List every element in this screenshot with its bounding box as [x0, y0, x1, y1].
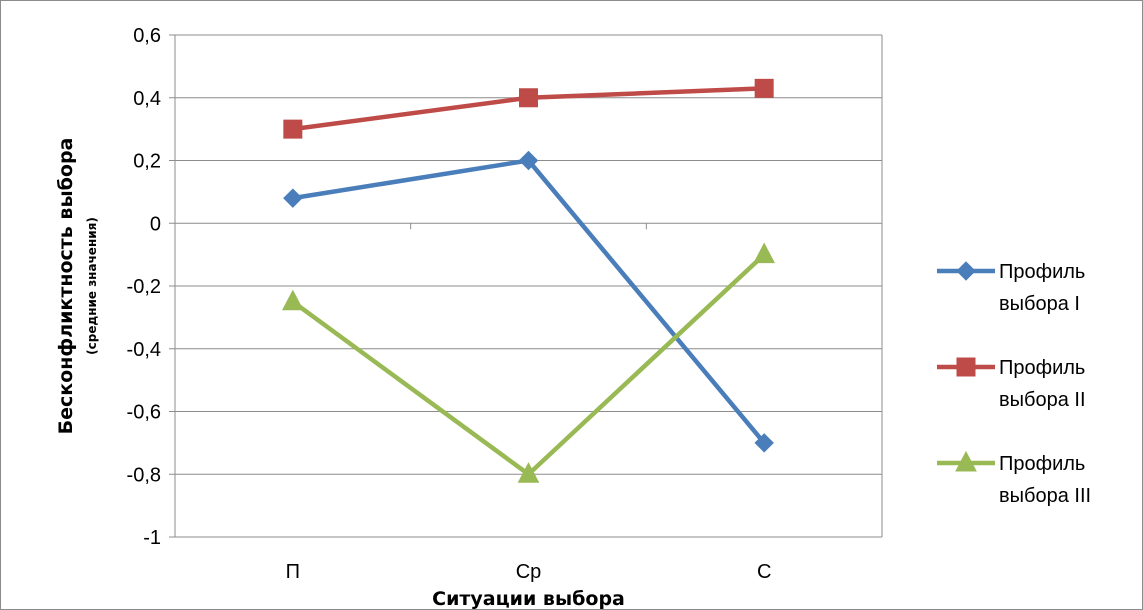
y-tick-label: 0,4 — [133, 88, 161, 110]
data-point — [283, 188, 303, 208]
data-point — [754, 433, 774, 453]
legend-label: Профиль — [999, 453, 1085, 475]
data-point — [517, 462, 540, 483]
data-point — [283, 119, 303, 139]
x-axis-title: Ситуации выбора — [432, 588, 625, 609]
y-tick-label: 0,2 — [133, 151, 161, 173]
legend: Профиль выбора I Профиль выбора II Профиль вы… — [937, 261, 1091, 507]
data-point — [753, 242, 775, 264]
series-layer — [282, 78, 775, 483]
y-tick-label: 0,6 — [133, 25, 161, 47]
legend-entry: Профиль выбора II — [937, 357, 1086, 411]
x-tick-label: С — [757, 561, 771, 583]
x-tick-label: П — [286, 561, 300, 583]
data-point — [519, 88, 538, 108]
x-tick-label: Ср — [516, 561, 542, 583]
legend-label: выбора I — [999, 293, 1080, 315]
legend-label: Профиль — [999, 261, 1085, 283]
series-line — [292, 158, 766, 445]
data-point — [518, 150, 539, 171]
legend-marker — [956, 357, 976, 377]
y-axis-subtitle: (средние значения) — [85, 217, 99, 355]
legend-label: Профиль — [999, 357, 1085, 379]
y-tick-label: -1 — [143, 527, 161, 549]
y-axis-title-group: Бесконфликтность выбора (средние значени… — [55, 138, 99, 435]
legend-entry: Профиль выбора III — [937, 450, 1091, 507]
y-tick-label: -0,2 — [127, 276, 161, 298]
axes — [169, 34, 883, 538]
x-tick-labels: П Ср С — [286, 561, 772, 583]
legend-label: выбора III — [999, 485, 1091, 507]
data-point — [754, 78, 774, 98]
y-tick-labels: -1 -0,8 -0,6 -0,4 -0,2 0 0,2 0,4 0,6 — [127, 25, 161, 549]
legend-marker — [956, 261, 976, 281]
y-axis-title: Бесконфликтность выбора — [55, 138, 77, 435]
data-point — [282, 289, 304, 311]
series-line — [291, 252, 766, 477]
y-tick-label: 0 — [150, 213, 161, 235]
y-tick-label: -0,6 — [127, 402, 161, 424]
y-tick-label: -0,4 — [127, 339, 161, 361]
legend-marker — [955, 450, 977, 472]
legend-entry: Профиль выбора I — [937, 261, 1085, 315]
legend-label: выбора II — [999, 389, 1086, 411]
y-tick-label: -0,8 — [127, 464, 161, 486]
gridlines — [175, 34, 882, 538]
